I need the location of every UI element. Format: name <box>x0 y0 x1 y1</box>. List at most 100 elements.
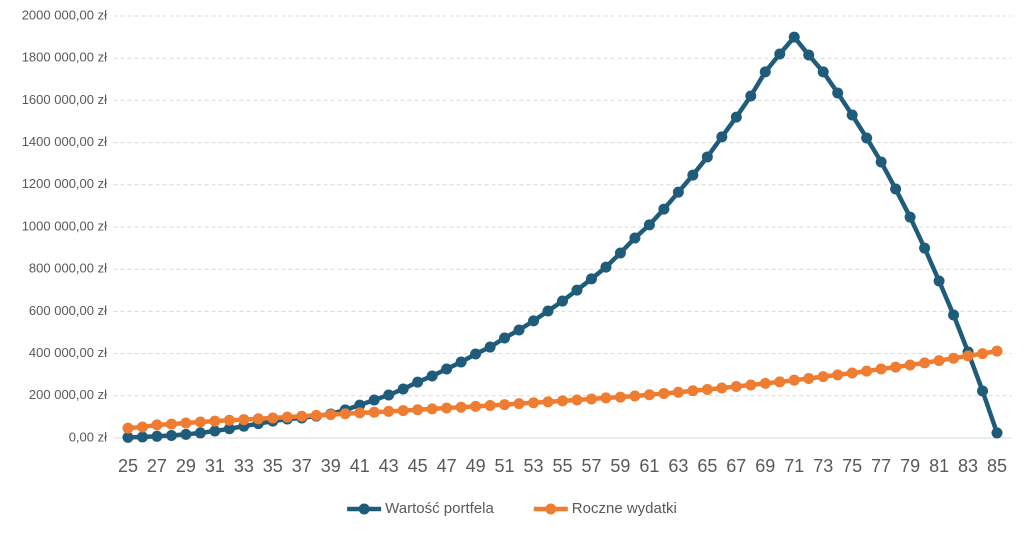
point <box>745 379 757 391</box>
point <box>861 132 873 144</box>
point <box>571 394 583 406</box>
legend-marker <box>358 503 370 515</box>
point <box>774 48 786 60</box>
point <box>513 398 525 410</box>
y-tick-label: 400 000,00 zł <box>29 345 107 360</box>
x-tick-label: 55 <box>552 456 572 476</box>
point <box>412 404 424 416</box>
point <box>977 348 989 360</box>
point <box>846 109 858 121</box>
point <box>730 111 742 123</box>
series-line <box>127 34 1000 440</box>
point <box>397 405 409 417</box>
point <box>513 324 525 336</box>
point <box>180 417 192 429</box>
point <box>194 427 206 439</box>
point <box>281 411 293 423</box>
point <box>397 383 409 395</box>
point <box>354 407 366 419</box>
point <box>904 359 916 371</box>
point <box>585 273 597 285</box>
point <box>557 295 568 307</box>
x-tick-label: 59 <box>610 456 630 476</box>
point <box>151 419 163 431</box>
x-tick-label: 35 <box>263 456 283 476</box>
point <box>557 395 568 407</box>
point <box>774 376 786 388</box>
x-tick-label: 49 <box>466 456 486 476</box>
point <box>339 408 351 420</box>
point <box>267 412 279 424</box>
point <box>296 410 308 422</box>
point <box>962 350 974 362</box>
point <box>672 186 684 198</box>
x-tick-label: 69 <box>755 456 775 476</box>
point <box>528 315 540 327</box>
point <box>629 232 641 244</box>
point <box>890 183 902 195</box>
point <box>658 203 670 215</box>
point <box>354 399 366 411</box>
point <box>948 309 960 321</box>
x-tick-label: 83 <box>958 456 978 476</box>
point <box>600 261 612 273</box>
legend-item: Wartość portfela <box>347 500 494 517</box>
point <box>672 386 684 398</box>
point <box>701 383 713 395</box>
point <box>484 400 496 412</box>
point <box>484 341 496 353</box>
x-tick-label: 67 <box>726 456 746 476</box>
x-tick-label: 29 <box>176 456 196 476</box>
point <box>948 352 960 364</box>
x-tick-label: 51 <box>495 456 515 476</box>
point <box>846 367 858 379</box>
point <box>803 372 815 384</box>
point <box>470 348 482 360</box>
y-tick-label: 600 000,00 zł <box>29 303 107 318</box>
legend-marker <box>545 503 557 515</box>
point <box>426 403 438 415</box>
point <box>629 390 641 402</box>
legend-item: Roczne wydatki <box>533 500 677 517</box>
point <box>861 365 873 377</box>
point <box>643 219 655 231</box>
y-tick-label: 1400 000,00 zł <box>22 134 107 149</box>
point <box>919 357 931 369</box>
x-tick-label: 85 <box>987 456 1007 476</box>
point <box>933 355 945 367</box>
point <box>803 49 815 61</box>
point <box>600 392 612 404</box>
point <box>933 275 945 287</box>
point <box>571 284 583 296</box>
point <box>614 391 626 403</box>
point <box>832 369 844 381</box>
point <box>875 156 887 168</box>
point <box>832 87 844 99</box>
y-tick-label: 800 000,00 zł <box>29 261 107 276</box>
point <box>716 131 728 143</box>
point <box>759 377 771 389</box>
point <box>223 414 235 426</box>
x-tick-label: 81 <box>929 456 949 476</box>
y-tick-label: 1200 000,00 zł <box>22 176 107 191</box>
point <box>412 376 424 388</box>
point <box>542 396 554 408</box>
x-tick-label: 27 <box>147 456 167 476</box>
point <box>890 361 902 373</box>
point <box>687 169 699 181</box>
point <box>136 431 148 443</box>
point <box>658 387 670 399</box>
x-tick-label: 77 <box>871 456 891 476</box>
point <box>470 400 482 412</box>
legend-label: Wartość portfela <box>385 500 494 517</box>
x-tick-label: 39 <box>321 456 341 476</box>
point <box>788 374 800 386</box>
point <box>441 363 453 375</box>
x-tick-label: 71 <box>784 456 804 476</box>
point <box>528 397 540 409</box>
point <box>383 389 395 401</box>
point <box>745 90 757 102</box>
point <box>325 409 337 421</box>
series <box>122 345 1003 434</box>
